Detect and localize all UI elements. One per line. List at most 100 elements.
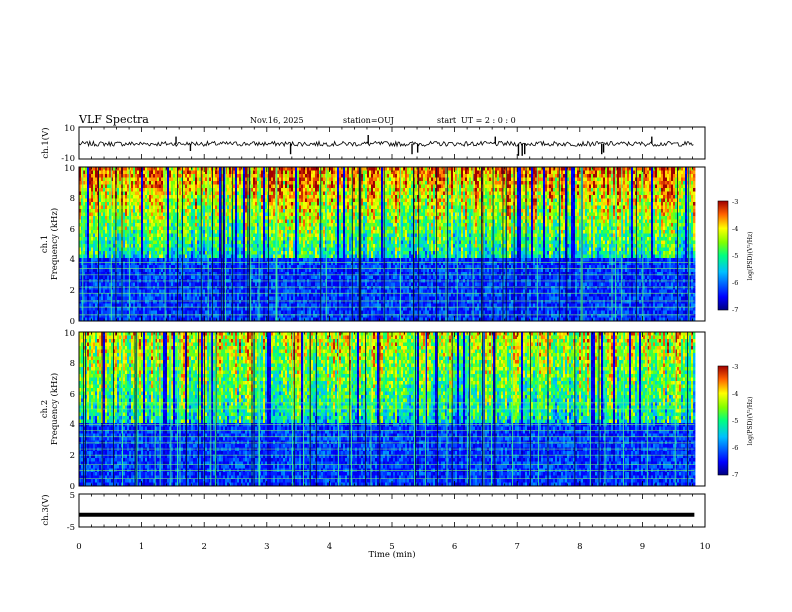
spectrogram-cell [113, 286, 116, 290]
spectrogram-cell [161, 233, 164, 238]
spectrogram-cell [153, 202, 156, 206]
spectrogram-cell [199, 240, 202, 245]
spectrogram-cell [281, 202, 284, 206]
spectrogram-cell [161, 244, 164, 248]
spectrogram-cell [279, 265, 282, 269]
spectrogram-cell [201, 226, 204, 231]
spectrogram-cell [87, 247, 90, 252]
spectrogram-cell [189, 261, 192, 266]
spectrogram-cell [291, 258, 294, 262]
spectrogram-cell [101, 289, 104, 294]
spectrogram-cell [157, 265, 160, 269]
spectrogram-cell [219, 219, 222, 224]
spectrogram-cell [83, 205, 86, 210]
spectrogram-cell [201, 268, 204, 273]
spectrogram-cell [133, 268, 136, 273]
spectrogram-cell [135, 223, 138, 227]
spectrogram-cell [177, 170, 180, 175]
spectrogram-cell [301, 307, 304, 311]
spectrogram-cell [117, 202, 120, 206]
spectrogram-cell [105, 251, 108, 255]
spectrogram-cell [147, 184, 150, 189]
spectrogram-cell [89, 307, 92, 311]
spectrogram-cell [119, 230, 122, 234]
spectrogram-cell [215, 258, 218, 262]
spectrogram-cell [229, 188, 232, 192]
spectrogram-cell [293, 254, 296, 259]
spectrogram-cell [239, 296, 242, 301]
spectrogram-cell [95, 265, 98, 269]
spectrogram-cell [83, 191, 86, 196]
spectrogram-cell [261, 310, 264, 315]
spectrogram-cell [219, 244, 222, 248]
spectrogram-cell [179, 230, 182, 234]
spectrogram-cell [215, 261, 218, 266]
spectrogram-cell [99, 184, 102, 189]
spectrogram-cell [199, 300, 202, 304]
spectrogram-cell [303, 233, 306, 238]
spectrogram-cell [117, 314, 120, 318]
spectrogram-cell [157, 268, 160, 273]
spectrogram-cell [155, 244, 158, 248]
spectrogram-cell [251, 261, 254, 266]
spectrogram-cell [99, 300, 102, 304]
spectrogram-cell [199, 254, 202, 259]
spectrogram-cell [177, 177, 180, 182]
spectrogram-cell [243, 289, 246, 294]
spectrogram-cell [233, 205, 236, 210]
spectrogram-cell [123, 177, 126, 182]
spectrogram-cell [133, 240, 136, 245]
spectrogram-cell [191, 244, 194, 248]
spectrogram-cell [223, 300, 226, 304]
spectrogram-cell [93, 296, 96, 301]
spectrogram-cell [191, 230, 194, 234]
spectrogram-cell [239, 226, 242, 231]
spectrogram-cell [261, 223, 264, 227]
spectrogram-cell [263, 202, 266, 206]
spectrogram-cell [291, 198, 294, 203]
spectrogram-cell [165, 244, 168, 248]
spectrogram-cell [191, 261, 194, 266]
spectrogram-cell [103, 300, 106, 304]
spectrogram-cell [195, 296, 198, 301]
spectrogram-cell [187, 219, 190, 224]
spectrogram-cell [301, 282, 304, 287]
spectrogram-cell [217, 286, 220, 290]
spectrogram-cell [289, 219, 292, 224]
spectrogram-cell [113, 226, 116, 231]
spectrogram-cell [143, 223, 146, 227]
spectrogram-cell [269, 261, 272, 266]
spectrogram-cell [263, 216, 266, 220]
spectrogram-cell [199, 184, 202, 189]
spectrogram-cell [277, 205, 280, 210]
spectrogram-cell [175, 202, 178, 206]
spectrogram-cell [127, 174, 130, 178]
spectrogram-cell [245, 289, 248, 294]
spectrogram-cell [303, 251, 306, 255]
spectrogram-cell [291, 209, 294, 213]
spectrogram-cell [257, 275, 260, 280]
spectrogram-cell [143, 209, 146, 213]
spectrogram-cell [277, 188, 280, 192]
spectrogram-cell [137, 223, 140, 227]
spectrogram-cell [301, 286, 304, 290]
spectrogram-cell [203, 272, 206, 276]
spectrogram-cell [109, 212, 112, 217]
spectrogram-cell [221, 209, 224, 213]
spectrogram-cell [173, 237, 176, 241]
spectrogram-cell [299, 219, 302, 224]
spectrogram-cell [167, 226, 170, 231]
spectrogram-cell [249, 167, 252, 171]
spectrogram-cell [119, 226, 122, 231]
spectrogram-cell [101, 174, 104, 178]
spectrogram-cell [191, 247, 194, 252]
spectrogram-cell [167, 307, 170, 311]
spectrogram-cell [187, 275, 190, 280]
spectrogram-cell [273, 258, 276, 262]
spectrogram-cell [209, 209, 212, 213]
spectrogram-cell [143, 195, 146, 199]
spectrogram-cell [185, 209, 188, 213]
spectrogram-cell [279, 303, 282, 308]
spectrogram-cell [223, 240, 226, 245]
spectrogram-cell [287, 188, 290, 192]
